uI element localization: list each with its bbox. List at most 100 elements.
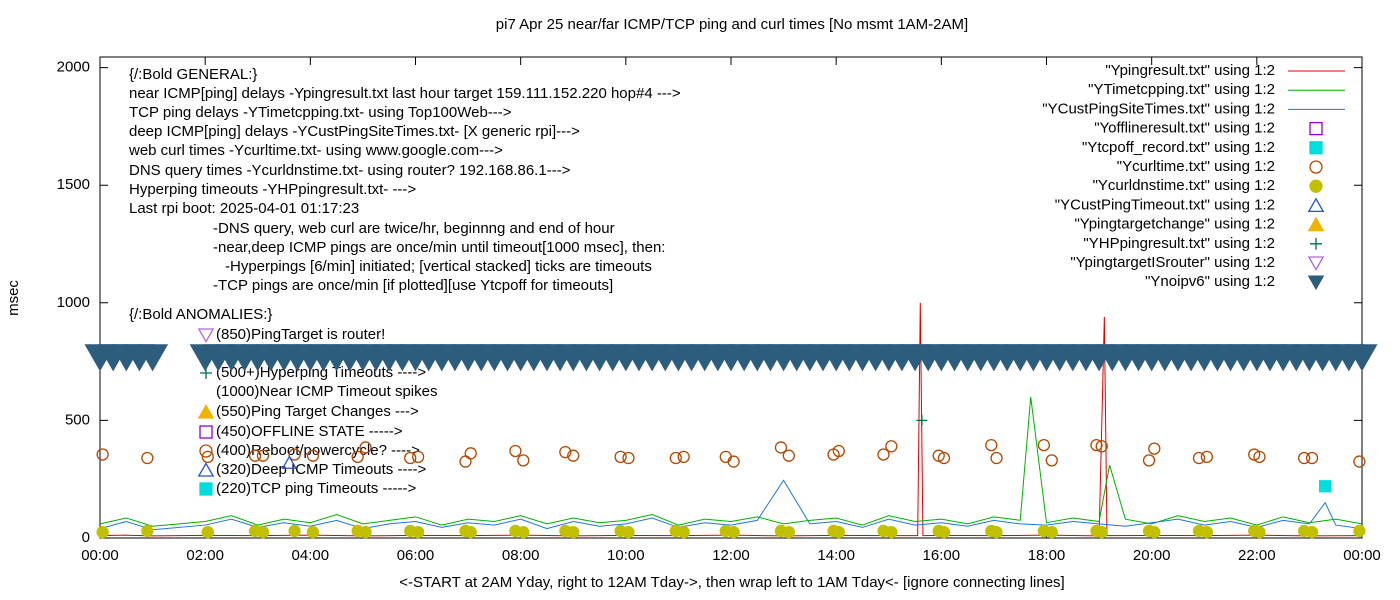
x-tick-label: 00:00 <box>81 547 119 564</box>
data-point <box>916 414 928 426</box>
legend-label: "Yofflineresult.txt" using 1:2 <box>1094 120 1275 137</box>
data-point <box>1200 525 1214 539</box>
legend-label: "YCustPingTimeout.txt" using 1:2 <box>1055 196 1275 213</box>
data-point <box>622 525 635 539</box>
x-tick-label: 04:00 <box>292 547 330 564</box>
legend-swatch <box>1307 216 1325 232</box>
data-point <box>306 449 320 462</box>
data-point <box>1298 451 1311 465</box>
data-point <box>459 455 472 468</box>
data-point <box>1253 450 1266 464</box>
data-point <box>248 449 262 462</box>
anomaly-marker <box>197 328 215 343</box>
anomaly-label: (1000)Near ICMP Timeout spikes <box>216 383 437 400</box>
x-tick-label: 16:00 <box>923 547 961 564</box>
legend-label: "YTimetcpping.txt" using 1:2 <box>1088 81 1275 98</box>
data-point <box>990 451 1003 465</box>
data-point <box>1200 450 1214 464</box>
annotation: -Hyperpings [6/min] initiated; [vertical… <box>225 258 652 275</box>
data-point <box>141 451 154 465</box>
anomaly-label: (850)PingTarget is router! <box>216 326 385 343</box>
data-point <box>885 525 898 539</box>
x-tick-label: 20:00 <box>1133 547 1171 564</box>
anomaly-label: (220)TCP ping Timeouts -----> <box>216 480 416 497</box>
data-point <box>288 524 301 538</box>
data-point <box>832 525 845 539</box>
series-line <box>99 479 1363 531</box>
legend-swatch <box>1307 256 1325 271</box>
data-point <box>1148 442 1161 455</box>
y-tick-label: 1500 <box>57 176 90 193</box>
y-tick-label: 500 <box>65 411 90 428</box>
annotation: -near,deep ICMP pings are once/min until… <box>213 239 665 256</box>
legend-label: "YHPpingresult.txt" using 1:2 <box>1083 235 1275 252</box>
legend-swatch <box>1307 275 1325 291</box>
legend-label: "Ynoipv6" using 1:2 <box>1145 273 1275 290</box>
data-point <box>567 525 580 539</box>
y-tick-label: 0 <box>82 529 90 546</box>
x-tick-label: 06:00 <box>397 547 435 564</box>
annotation: {/:Bold GENERAL:} <box>129 66 257 83</box>
x-tick-label: 22:00 <box>1238 547 1276 564</box>
data-point <box>201 450 214 464</box>
annotation: deep ICMP[ping] delays -YCustPingSiteTim… <box>129 123 580 140</box>
data-point <box>782 525 795 539</box>
data-point <box>677 450 690 464</box>
anomaly-marker <box>199 444 213 458</box>
data-point <box>359 441 372 454</box>
data-point <box>719 450 732 464</box>
anomaly-label: (320)Deep ICMP Timeouts ----> <box>216 461 426 478</box>
data-point <box>677 525 690 539</box>
data-point <box>1148 525 1161 539</box>
x-axis-label: <-START at 2AM Yday, right to 12AM Tday-… <box>399 574 1064 591</box>
anomaly-label: (500+)Hyperping Timeouts ----> <box>216 364 426 381</box>
anomaly-label: (450)OFFLINE STATE -----> <box>216 423 403 440</box>
data-point <box>1095 525 1108 539</box>
data-point <box>1045 525 1058 539</box>
data-point <box>281 455 298 469</box>
data-point <box>517 454 530 467</box>
data-point <box>1192 451 1206 465</box>
data-point <box>937 451 951 465</box>
legend-label: "Ycurltime.txt" using 1:2 <box>1117 158 1275 175</box>
data-point <box>1319 480 1332 493</box>
y-tick-label: 2000 <box>57 59 90 76</box>
data-point <box>288 448 301 461</box>
legend-label: "YCustPingSiteTimes.txt" using 1:2 <box>1042 100 1275 117</box>
data-point <box>877 448 890 461</box>
annotation: {/:Bold ANOMALIES:} <box>129 306 272 323</box>
data-point <box>464 447 477 460</box>
data-point <box>411 525 425 539</box>
data-point <box>622 451 635 465</box>
data-point <box>832 444 845 458</box>
data-point <box>411 450 425 464</box>
legend-label: "Ypingtargetchange" using 1:2 <box>1074 216 1275 233</box>
legend-label: "YpingtargetISrouter" using 1:2 <box>1070 254 1275 271</box>
data-point <box>1095 440 1108 453</box>
data-point <box>141 524 154 538</box>
anomaly-label: (400)Reboot/powercycle? ----> <box>216 442 420 459</box>
annotation: -DNS query, web curl are twice/hr, begin… <box>213 220 615 237</box>
x-tick-label: 12:00 <box>712 547 750 564</box>
data-point <box>306 525 320 539</box>
data-point <box>1305 451 1319 465</box>
anomaly-marker <box>197 404 215 419</box>
anomaly-marker <box>199 482 213 496</box>
data-point <box>96 525 109 539</box>
data-point <box>1305 525 1319 539</box>
data-point <box>509 444 522 458</box>
data-point <box>137 344 169 372</box>
legend-swatch <box>1309 179 1323 193</box>
data-point <box>201 525 214 539</box>
data-point <box>359 525 372 539</box>
data-point <box>614 450 627 464</box>
data-point <box>669 451 682 465</box>
annotation: DNS query times -Ycurldnstime.txt- using… <box>129 162 571 179</box>
x-tick-label: 10:00 <box>607 547 645 564</box>
legend-swatch <box>1310 237 1322 250</box>
legend-swatch <box>1307 197 1325 213</box>
data-point <box>990 525 1003 539</box>
anomaly-marker <box>199 425 213 439</box>
legend-swatch <box>1309 121 1323 136</box>
